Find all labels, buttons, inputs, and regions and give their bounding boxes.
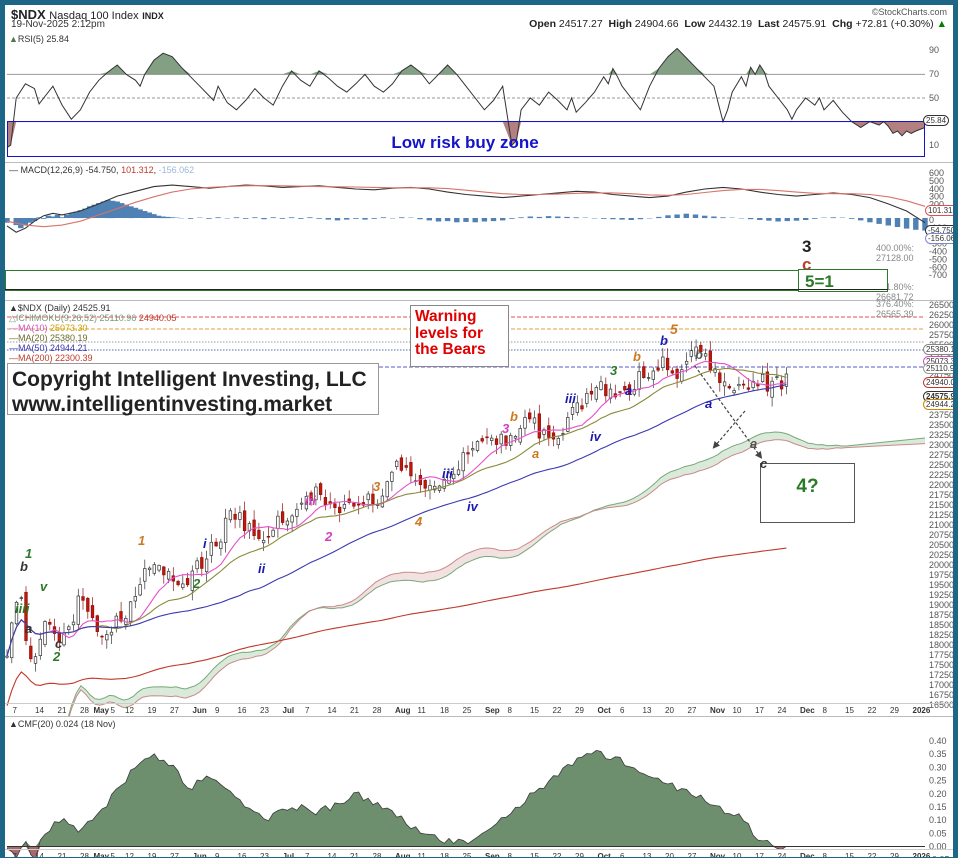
svg-text:25750: 25750 xyxy=(929,330,954,340)
svg-text:23250: 23250 xyxy=(929,430,954,440)
svg-text:0.15: 0.15 xyxy=(929,802,947,812)
svg-text:22250: 22250 xyxy=(929,470,954,480)
svg-text:21500: 21500 xyxy=(929,500,954,510)
svg-text:19250: 19250 xyxy=(929,590,954,600)
svg-text:20000: 20000 xyxy=(929,560,954,570)
svg-text:0.25: 0.25 xyxy=(929,776,947,786)
svg-text:18500: 18500 xyxy=(929,620,954,630)
svg-text:0.35: 0.35 xyxy=(929,749,947,759)
svg-text:18250: 18250 xyxy=(929,630,954,640)
svg-text:0.30: 0.30 xyxy=(929,762,947,772)
svg-text:0.40: 0.40 xyxy=(929,736,947,746)
svg-text:20500: 20500 xyxy=(929,540,954,550)
svg-text:17250: 17250 xyxy=(929,670,954,680)
svg-text:19500: 19500 xyxy=(929,580,954,590)
svg-text:23000: 23000 xyxy=(929,440,954,450)
svg-text:23750: 23750 xyxy=(929,410,954,420)
svg-text:26000: 26000 xyxy=(929,320,954,330)
svg-text:17500: 17500 xyxy=(929,660,954,670)
svg-text:22500: 22500 xyxy=(929,460,954,470)
svg-text:17750: 17750 xyxy=(929,650,954,660)
svg-text:0.05: 0.05 xyxy=(929,828,947,838)
svg-text:90: 90 xyxy=(929,45,939,55)
svg-text:21250: 21250 xyxy=(929,510,954,520)
svg-text:70: 70 xyxy=(929,69,939,79)
svg-text:18000: 18000 xyxy=(929,640,954,650)
svg-text:0.10: 0.10 xyxy=(929,815,947,825)
svg-text:-700: -700 xyxy=(929,270,947,280)
svg-text:17000: 17000 xyxy=(929,680,954,690)
svg-text:20750: 20750 xyxy=(929,530,954,540)
svg-text:18750: 18750 xyxy=(929,610,954,620)
svg-text:50: 50 xyxy=(929,93,939,103)
svg-text:22750: 22750 xyxy=(929,450,954,460)
svg-text:19750: 19750 xyxy=(929,570,954,580)
svg-text:20250: 20250 xyxy=(929,550,954,560)
svg-text:10: 10 xyxy=(929,140,939,150)
svg-text:16750: 16750 xyxy=(929,690,954,700)
svg-text:23500: 23500 xyxy=(929,420,954,430)
svg-text:19000: 19000 xyxy=(929,600,954,610)
svg-text:21750: 21750 xyxy=(929,490,954,500)
svg-text:21000: 21000 xyxy=(929,520,954,530)
svg-text:22000: 22000 xyxy=(929,480,954,490)
svg-text:0.20: 0.20 xyxy=(929,789,947,799)
